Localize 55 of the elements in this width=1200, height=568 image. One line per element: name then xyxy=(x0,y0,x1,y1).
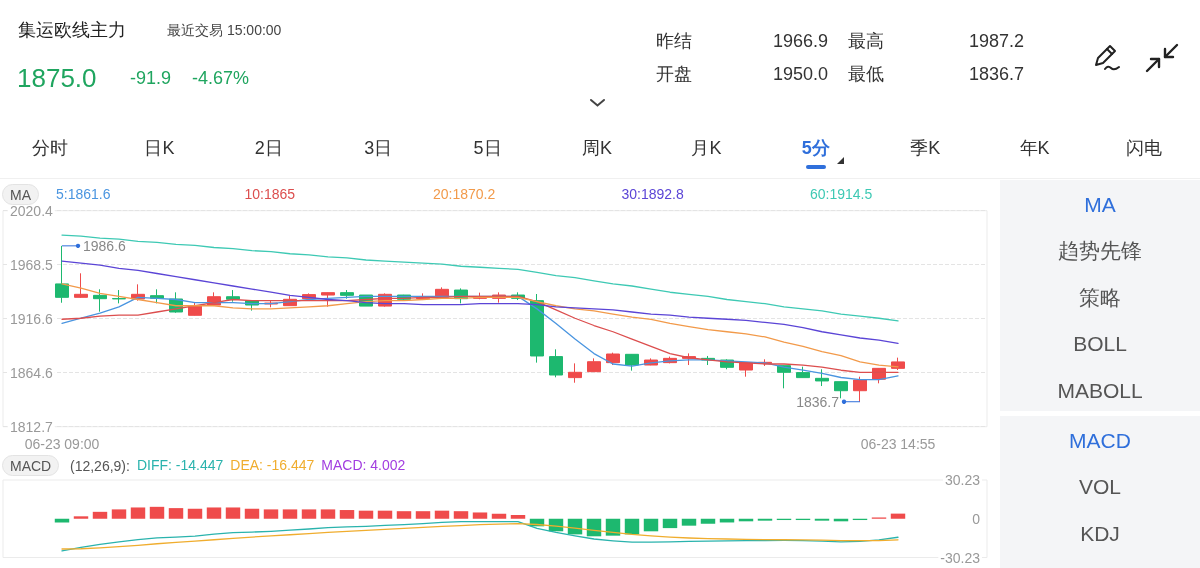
text: 1950.0 xyxy=(772,63,828,85)
y-tick-label: 30.23 xyxy=(944,472,981,488)
text: VOL xyxy=(1078,474,1122,499)
text: 闪电 xyxy=(1126,137,1162,159)
text: 策略 xyxy=(1079,284,1121,310)
text: 5日 xyxy=(473,137,502,159)
text: 1875.0 xyxy=(17,62,97,94)
text: 分时 xyxy=(32,137,68,159)
annotation: 1836.7 xyxy=(796,393,840,410)
text: 开盘 xyxy=(656,63,692,85)
text: 3日 xyxy=(364,137,393,159)
text: 集运欧线主力 xyxy=(18,19,126,41)
text: 30:1892.8 xyxy=(621,186,684,202)
text: 5:1861.6 xyxy=(56,186,111,202)
text: 昨结 xyxy=(656,30,692,52)
text: 60:1914.5 xyxy=(810,186,873,202)
text: 最近交易 15:00:00 xyxy=(167,21,282,39)
text: 5分 xyxy=(801,137,830,159)
text: 1966.9 xyxy=(772,30,828,52)
text: 2日 xyxy=(254,137,283,159)
text: 年K xyxy=(1019,137,1050,159)
text: BOLL xyxy=(1073,331,1127,356)
text: 日K xyxy=(144,137,175,159)
text: 周K xyxy=(581,137,613,159)
text: MACD xyxy=(1069,427,1131,453)
y-tick-label: 1812.7 xyxy=(10,418,54,435)
text: 10:1865 xyxy=(244,186,296,202)
annotation: 1986.6 xyxy=(83,237,127,254)
text: 20:1870.2 xyxy=(433,186,496,202)
text: 1987.2 xyxy=(968,30,1024,52)
y-tick-label: 0 xyxy=(972,510,981,527)
chart-title: MA xyxy=(10,186,32,203)
text: 1836.7 xyxy=(968,63,1024,85)
y-tick-label: -30.23 xyxy=(940,549,981,566)
text: MACD: 4.002 xyxy=(321,457,406,473)
text: KDJ xyxy=(1080,520,1120,546)
text: 月K xyxy=(691,137,722,159)
x-tick-label: 06-23 09:00 xyxy=(24,435,100,452)
text: 最低 xyxy=(848,63,884,85)
y-tick-label: 1916.6 xyxy=(10,310,54,327)
text: DIFF: -14.447 xyxy=(136,457,224,473)
y-tick-label: 2020.4 xyxy=(10,202,54,219)
text: DEA: -16.447 xyxy=(230,457,315,473)
chart-title: MACD xyxy=(10,457,52,474)
text: 最高 xyxy=(848,30,884,52)
text: 季K xyxy=(910,137,941,159)
y-tick-label: 1864.6 xyxy=(10,364,54,381)
legend-title: (12,26,9): xyxy=(70,458,130,474)
text: -91.9 xyxy=(130,67,172,89)
x-tick-label: 06-23 14:55 xyxy=(860,435,936,452)
text: MA xyxy=(1084,191,1116,217)
text: -4.67% xyxy=(192,67,250,89)
text: 趋势先锋 xyxy=(1058,238,1142,263)
text: MABOLL xyxy=(1057,377,1143,403)
y-tick-label: 1968.5 xyxy=(10,256,54,273)
